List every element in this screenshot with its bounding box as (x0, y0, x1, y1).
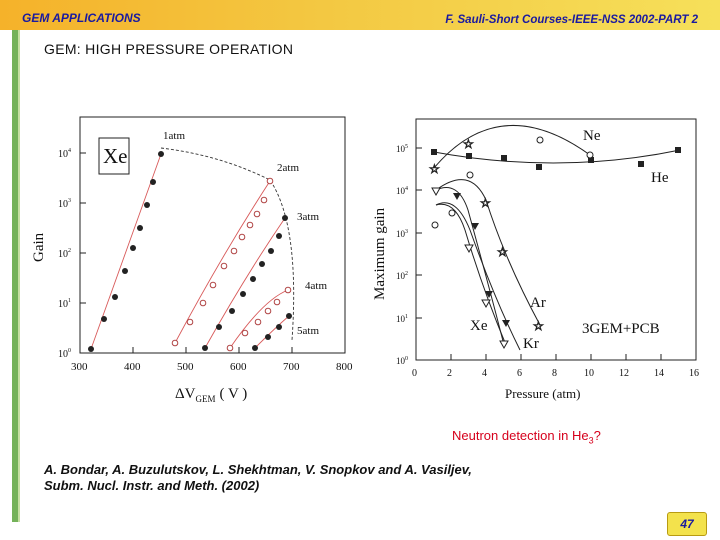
right-plot: 0 2 4 6 8 10 12 14 16 100 101 102 103 10… (372, 118, 699, 401)
svg-text:101: 101 (58, 298, 71, 310)
series-2atm-points (171, 177, 274, 347)
author-line: A. Bondar, A. Buzulutskov, L. Shekhtman,… (44, 462, 472, 477)
side-accent-bar-light (18, 30, 20, 522)
left-x-tick-labels: 300 400 500 600 700 800 (71, 361, 353, 373)
svg-text:104: 104 (58, 148, 71, 160)
left-x-tick-label: 500 (177, 361, 194, 373)
series-ar-points (453, 193, 510, 327)
slide-title: GEM: HIGH PRESSURE OPERATION (44, 41, 294, 57)
right-x-tick-labels: 0 2 4 6 8 10 12 14 16 (412, 368, 699, 379)
svg-text:105: 105 (396, 144, 408, 154)
right-x-tick-label: 16 (689, 368, 699, 379)
gas-label-ne: Ne (583, 128, 601, 144)
svg-text:102: 102 (396, 271, 408, 281)
svg-text:102: 102 (58, 248, 71, 260)
pressure-label: 1atm (163, 130, 185, 142)
left-y-axis-label: Gain (31, 232, 47, 262)
gas-box (98, 137, 130, 175)
svg-text:☆: ☆ (480, 196, 491, 210)
right-y-axis-label: Maximum gain (372, 207, 388, 300)
gas-label-kr: Kr (523, 336, 539, 352)
right-x-tick-label: 8 (552, 368, 557, 379)
gas-label-xe: Xe (103, 144, 128, 168)
svg-text:100: 100 (396, 356, 408, 366)
left-x-tick-label: 800 (336, 361, 353, 373)
series-xe-points (431, 187, 509, 350)
svg-text:103: 103 (396, 229, 408, 239)
pressure-label: 4atm (305, 280, 327, 292)
left-x-ticks (79, 152, 346, 354)
header-course-title: F. Sauli-Short Courses-IEEE-NSS 2002-PAR… (445, 14, 698, 26)
svg-text:101: 101 (396, 314, 408, 324)
right-x-tick-label: 14 (654, 368, 664, 379)
right-x-tick-label: 12 (619, 368, 629, 379)
left-plot: 300 400 500 600 700 800 100 101 102 103 … (31, 116, 353, 404)
gas-label-xe: Xe (470, 318, 488, 334)
series-5atm-points (252, 313, 292, 351)
pressure-label: 2atm (277, 162, 299, 174)
series-he-points (431, 147, 681, 170)
gas-label-ar: Ar (530, 295, 546, 311)
svg-text:☆: ☆ (533, 319, 544, 333)
right-y-tick-labels: 100 101 102 103 104 105 (396, 144, 408, 366)
gas-label-he: He (651, 170, 669, 186)
left-x-tick-label: 700 (283, 361, 300, 373)
right-x-axis-label: Pressure (atm) (505, 386, 580, 401)
header-bar (0, 0, 720, 30)
right-x-tick-label: 6 (517, 368, 522, 379)
left-x-tick-label: 600 (230, 361, 247, 373)
left-x-axis-label: ΔVGEM( V ) (175, 386, 247, 404)
series-4atm-points (226, 286, 292, 352)
page-number-badge: 47 (667, 512, 707, 536)
series-ne-points (431, 136, 594, 229)
journal-line: Subm. Nucl. Instr. and Meth. (2002) (44, 478, 260, 493)
neutron-caption: Neutron detection in He3? (452, 428, 601, 446)
right-x-tick-label: 10 (584, 368, 594, 379)
pressure-label: 5atm (297, 325, 319, 337)
side-accent-bar (12, 30, 18, 522)
gas-labels: Ne He Ar Xe Kr (470, 128, 669, 352)
right-x-tick-label: 2 (447, 368, 452, 379)
header-section-title: GEM APPLICATIONS (22, 11, 141, 25)
series-1atm-points (88, 151, 164, 352)
right-x-tick-label: 0 (412, 368, 417, 379)
left-x-tick-label: 300 (71, 361, 88, 373)
author-citation: A. Bondar, A. Buzulutskov, L. Shekhtman,… (44, 462, 472, 494)
series-kr-points: ☆ ☆ ☆ ☆ ☆ (429, 137, 545, 334)
svg-text:☆: ☆ (429, 162, 440, 176)
svg-text:☆: ☆ (497, 245, 508, 259)
right-ticks (415, 147, 697, 361)
right-fit-curves (433, 125, 681, 351)
left-x-tick-label: 400 (124, 361, 141, 373)
pressure-label: 3atm (297, 211, 319, 223)
svg-text:100: 100 (58, 348, 71, 360)
series-3atm-points (202, 215, 288, 351)
left-dashed-envelope (160, 147, 295, 341)
left-plot-frame (79, 116, 346, 354)
config-label: 3GEM+PCB (582, 321, 660, 337)
pressure-labels: 1atm 2atm 3atm 4atm 5atm (163, 130, 327, 337)
left-y-tick-labels: 100 101 102 103 104 (58, 148, 71, 360)
svg-text:☆: ☆ (463, 137, 474, 151)
svg-text:103: 103 (58, 198, 71, 210)
right-x-tick-label: 4 (482, 368, 487, 379)
svg-text:104: 104 (396, 186, 408, 196)
